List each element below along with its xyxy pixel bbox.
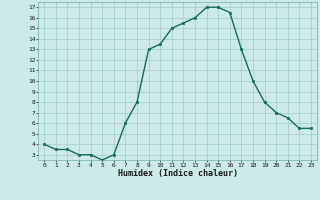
X-axis label: Humidex (Indice chaleur): Humidex (Indice chaleur) xyxy=(118,169,238,178)
